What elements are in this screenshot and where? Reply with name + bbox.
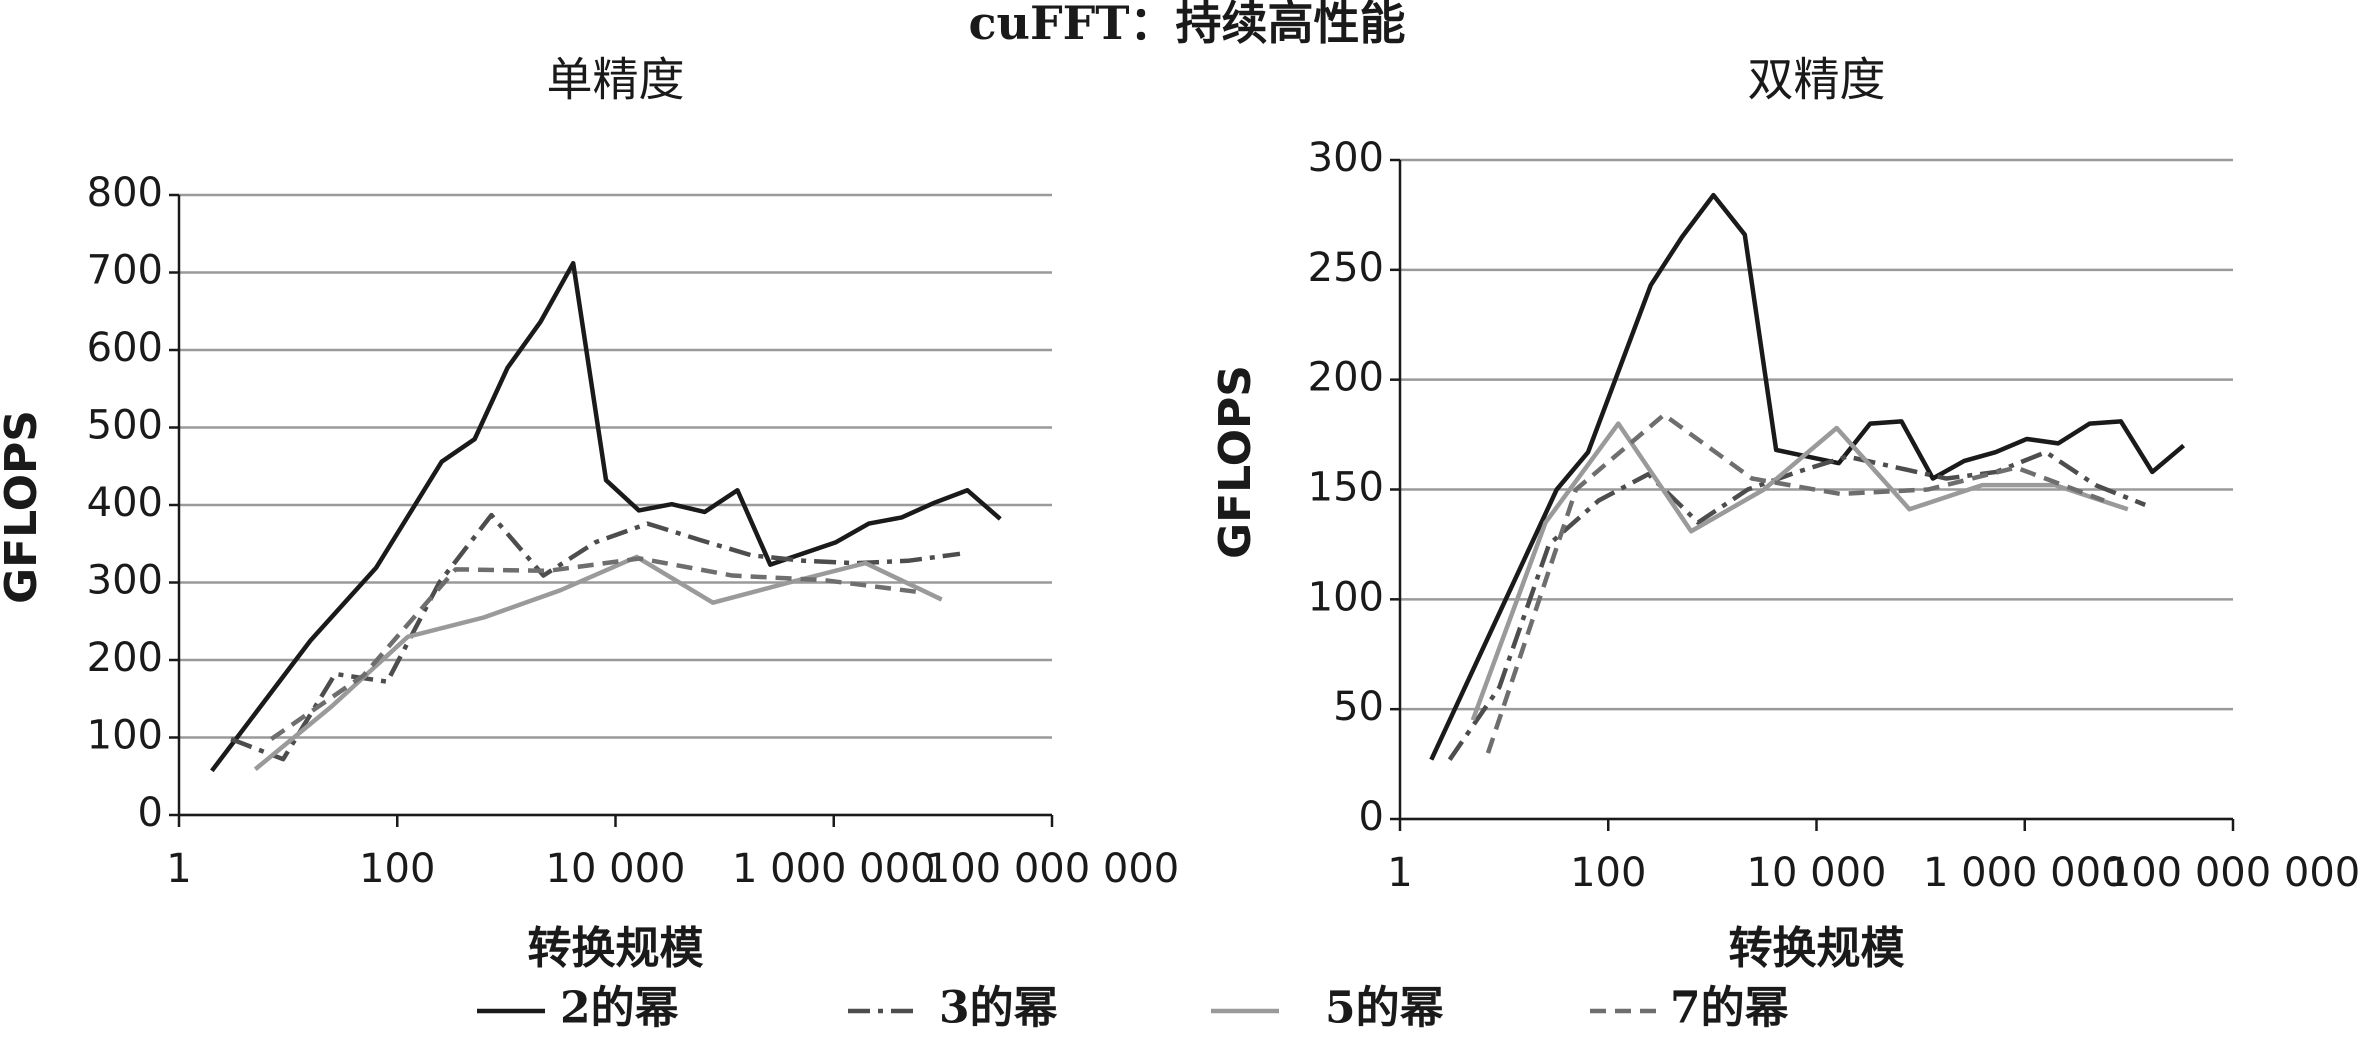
x-tick-label: 1 [1387, 850, 1412, 896]
y-tick-label: 0 [1359, 794, 1384, 840]
series-line [210, 260, 1002, 773]
x-tick-label: 1 000 000 [1923, 850, 2127, 896]
legend-label: 7的幂 [1670, 983, 1789, 1034]
subplot-title: 双精度 [1748, 53, 1886, 107]
y-tick-label: 250 [1308, 245, 1384, 291]
y-tick-label: 0 [138, 790, 163, 836]
series-line [1485, 412, 2105, 754]
subplot-title: 单精度 [547, 53, 685, 107]
y-tick-label: 600 [87, 325, 163, 371]
legend-label: 5的幂 [1325, 983, 1444, 1034]
x-axis-label: 转换规模 [528, 923, 704, 974]
series-line [230, 512, 961, 762]
x-axis-label: 转换规模 [1729, 923, 1905, 974]
y-tick-label: 200 [1308, 355, 1384, 401]
x-tick-label: 100 [359, 846, 435, 892]
series-line [253, 554, 943, 772]
y-tick-label: 800 [87, 170, 163, 216]
y-tick-label: 100 [1308, 574, 1384, 620]
x-tick-label: 10 000 [1747, 850, 1887, 896]
x-tick-label: 1 000 000 [732, 846, 936, 892]
y-tick-label: 500 [87, 403, 163, 449]
x-tick-label: 100 [1570, 850, 1646, 896]
x-tick-label: 100 000 000 [2106, 850, 2360, 896]
y-tick-label: 300 [87, 558, 163, 604]
chart-title: cuFFT：持续高性能 [969, 0, 1406, 50]
y-axis-label: GFLOPS [0, 410, 47, 604]
legend-label: 3的幂 [939, 983, 1058, 1034]
series-line [269, 556, 918, 741]
legend-label: 2的幂 [560, 983, 679, 1034]
y-tick-label: 100 [87, 713, 163, 759]
y-tick-label: 400 [87, 480, 163, 526]
series-line [1447, 449, 2147, 761]
y-tick-label: 50 [1333, 684, 1384, 730]
series-line [1429, 192, 2186, 761]
x-tick-label: 10 000 [546, 846, 686, 892]
y-axis-label: GFLOPS [1210, 365, 1261, 559]
y-tick-label: 150 [1308, 465, 1384, 511]
y-tick-label: 200 [87, 635, 163, 681]
y-tick-label: 700 [87, 248, 163, 294]
x-tick-label: 1 [166, 846, 191, 892]
series-line [1470, 421, 2129, 721]
x-tick-label: 100 000 000 [925, 846, 1179, 892]
y-tick-label: 300 [1308, 135, 1384, 181]
